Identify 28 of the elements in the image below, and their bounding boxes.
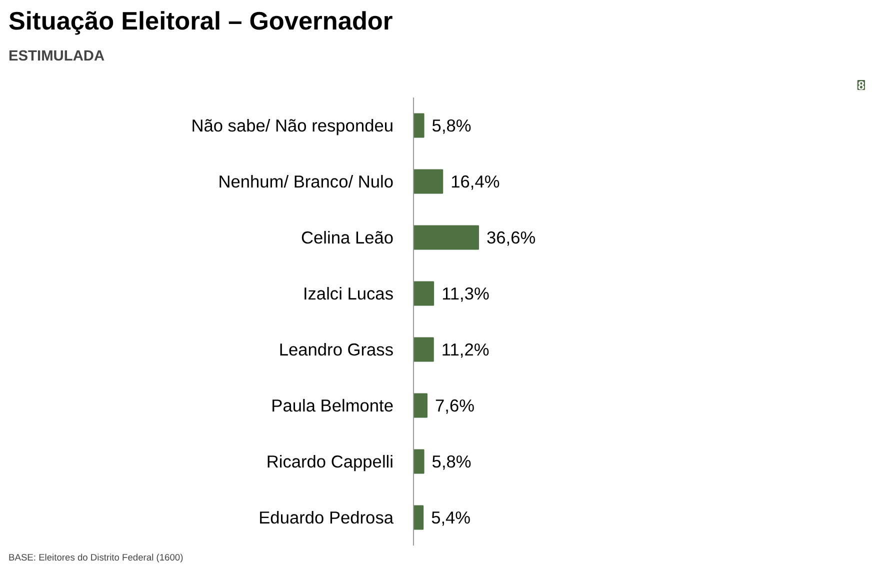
- bar: [414, 113, 424, 138]
- y-tick-label: Leandro Grass: [278, 340, 394, 360]
- bar: [414, 337, 434, 362]
- text: 8: [858, 78, 865, 92]
- y-tick-label: Eduardo Pedrosa: [258, 508, 394, 528]
- data-label: 16,4%: [450, 172, 500, 192]
- y-tick-label: Celina Leão: [301, 228, 394, 248]
- data-label: 36,6%: [486, 228, 536, 248]
- y-tick-label: Ricardo Cappelli: [266, 452, 394, 472]
- bar: [414, 169, 444, 194]
- data-label: 11,2%: [441, 340, 490, 360]
- text: ESTIMULADA: [8, 48, 105, 64]
- bar: [414, 281, 434, 306]
- data-label: 11,3%: [442, 284, 490, 304]
- y-tick-label: Izalci Lucas: [302, 284, 394, 304]
- data-label: 5,8%: [432, 116, 472, 136]
- data-label: 5,8%: [432, 452, 472, 472]
- y-tick-label: Paula Belmonte: [271, 396, 394, 416]
- y-tick-label: Não sabe/ Não respondeu: [191, 116, 394, 136]
- bar: [414, 393, 428, 418]
- bar: [414, 505, 424, 530]
- text: BASE: Eleitores do Distrito Federal (1600): [8, 552, 184, 562]
- data-label: 5,4%: [431, 508, 471, 528]
- bar: [414, 225, 479, 250]
- bar: [414, 449, 424, 474]
- text: Situação Eleitoral – Governador: [8, 8, 393, 36]
- data-label: 7,6%: [434, 396, 474, 416]
- y-tick-label: Nenhum/ Branco/ Nulo: [218, 172, 394, 192]
